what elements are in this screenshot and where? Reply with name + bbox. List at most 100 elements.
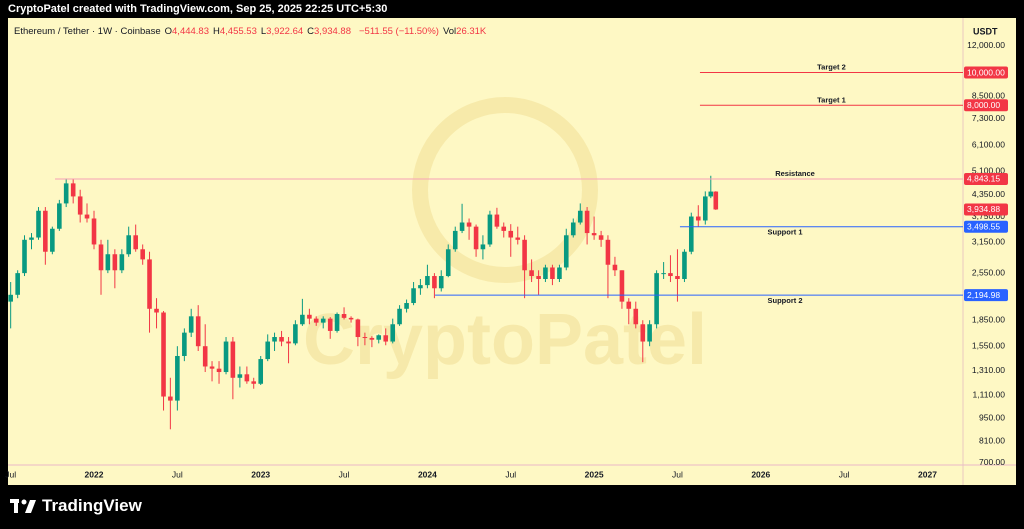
- candle-body: [695, 216, 701, 221]
- ohlc: O4,444.83 H4,455.53 L3,922.64 C3,934.88: [165, 26, 355, 37]
- candle-body: [182, 332, 187, 356]
- candle-body: [105, 254, 111, 271]
- y-tick-label: 12,000.00: [967, 40, 1005, 50]
- candle-body: [147, 259, 152, 309]
- candle-body: [63, 183, 69, 204]
- candle-body: [584, 210, 590, 234]
- candle-body: [633, 308, 639, 325]
- symbol: Ethereum / Tether · 1W · Coinbase: [14, 26, 161, 37]
- logo: [10, 499, 36, 513]
- ohlc-key: L: [260, 26, 267, 37]
- candle-body: [341, 314, 347, 318]
- candle-body: [612, 264, 618, 271]
- candle-body: [459, 222, 465, 231]
- y-tick-label: 3,150.00: [972, 236, 1005, 246]
- candle-body: [216, 368, 222, 373]
- candle-body: [272, 337, 277, 342]
- x-tick-label: 2023: [251, 469, 270, 479]
- candle-body: [668, 273, 673, 277]
- x-tick-label: 2027: [918, 469, 937, 479]
- y-tick-label: 1,850.00: [972, 314, 1005, 324]
- ohlc-key: H: [213, 26, 220, 37]
- candle-body: [708, 191, 714, 197]
- y-tick-label: 950.00: [979, 412, 1005, 422]
- ohlc-key: C: [307, 26, 315, 37]
- ohlc-value: 3,934.88: [314, 26, 351, 37]
- candle-body: [188, 316, 194, 333]
- candle-body: [494, 214, 500, 227]
- change: −511.55 (−11.50%): [359, 26, 439, 37]
- candle-body: [362, 337, 368, 339]
- candle-body: [36, 210, 41, 238]
- price-box: [964, 220, 1008, 233]
- price-box: [964, 99, 1008, 112]
- candle-body: [334, 314, 340, 331]
- candle-body: [202, 346, 208, 367]
- vol: 26.31K: [456, 26, 487, 37]
- candle-body: [43, 210, 48, 252]
- x-tick-label: Jul: [672, 469, 683, 479]
- candle-body: [209, 366, 215, 369]
- candle-body: [57, 203, 62, 229]
- candle-body: [702, 196, 708, 221]
- candle-body: [70, 183, 76, 197]
- candle-body: [77, 196, 83, 215]
- y-tick-label: 4,350.00: [972, 189, 1005, 199]
- candle-body: [557, 267, 562, 279]
- candle-body: [713, 191, 719, 210]
- candle-body: [480, 244, 486, 250]
- candle-body: [91, 218, 97, 245]
- candle-body: [293, 324, 298, 344]
- price-box: [964, 66, 1008, 79]
- candle-body: [397, 308, 402, 325]
- x-tick-label: Jul: [339, 469, 350, 479]
- candle-body: [390, 324, 396, 342]
- legend: Ethereum / Tether · 1W · Coinbase O4,444…: [14, 26, 486, 37]
- candle-body: [647, 324, 652, 342]
- candle-body: [591, 233, 597, 236]
- y-tick-label: 7,300.00: [972, 113, 1005, 123]
- candle-body: [452, 230, 458, 250]
- candle-body: [376, 335, 382, 340]
- candle-body: [626, 301, 632, 309]
- y-tick-label: 6,100.00: [972, 139, 1005, 149]
- candle-body: [161, 312, 166, 397]
- candle-body: [515, 237, 521, 240]
- candle-body: [175, 355, 180, 401]
- y-tick-label: 5,100.00: [972, 166, 1005, 176]
- x-tick-label: Jul: [5, 469, 16, 479]
- ohlc-value: 4,455.53: [219, 26, 257, 37]
- candle-body: [320, 318, 326, 323]
- candle-body: [487, 214, 493, 245]
- price-box-label: 2,194.98: [967, 290, 1000, 300]
- y-tick-label: 810.00: [979, 436, 1005, 446]
- candle-body: [140, 249, 145, 260]
- candle-body: [383, 335, 389, 342]
- level-name: Target 1: [817, 95, 846, 104]
- level-name: Resistance: [775, 169, 815, 178]
- candle-body: [22, 239, 27, 274]
- candle-body: [654, 273, 659, 325]
- candle-body: [154, 308, 159, 313]
- candle-body: [307, 314, 312, 319]
- chart: CryptoPatel USDT Jul 2022 Jul 2023 Jul 2024 Ju…: [5, 18, 1016, 485]
- watermark-logo: [412, 97, 598, 283]
- candle-body: [529, 270, 534, 277]
- candle-body: [598, 235, 604, 240]
- candle-body: [570, 222, 576, 236]
- candle-body: [126, 235, 131, 255]
- candle-body: [445, 249, 451, 277]
- y-tick-label: 1,110.00: [973, 389, 1006, 399]
- price-box-label: 8,000.00: [967, 100, 1000, 110]
- candle-body: [640, 324, 646, 342]
- x-tick-label: Jul: [172, 469, 183, 479]
- candle-body: [688, 216, 694, 252]
- candle-body: [550, 267, 555, 279]
- candle-body: [369, 337, 375, 340]
- y-tick-label: 3,750.00: [972, 211, 1005, 221]
- x-tick-label: Jul: [505, 469, 516, 479]
- x-tick-label: 2024: [418, 469, 437, 479]
- candle-body: [29, 237, 34, 240]
- candle-body: [605, 239, 611, 265]
- candle-body: [404, 303, 409, 309]
